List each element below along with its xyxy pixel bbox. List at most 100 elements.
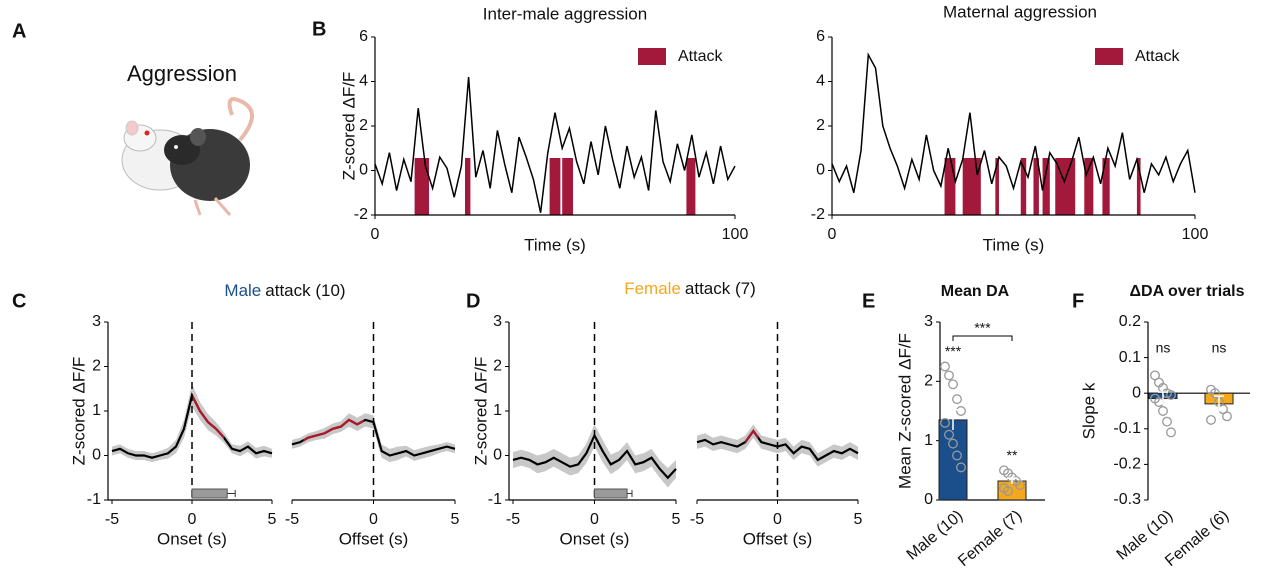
- x-tick-label: 5: [268, 511, 277, 528]
- legend-label: Attack: [1135, 48, 1180, 65]
- panel-letter: A: [12, 20, 26, 42]
- chart-title: Female attack (7): [624, 279, 756, 298]
- y-axis-label: Z-scored ΔF/F: [471, 357, 490, 466]
- attack-bout: [414, 158, 429, 215]
- x-tick-label: 100: [1182, 226, 1209, 243]
- x-tick-label: 0: [590, 511, 599, 528]
- panel-letter: D: [466, 290, 480, 312]
- data-point: [1210, 388, 1220, 399]
- y-tick-label: 0: [92, 447, 101, 464]
- illustration-label: Aggression: [127, 61, 237, 86]
- x-axis-label: Time (s): [524, 235, 586, 254]
- data-point: [940, 361, 950, 372]
- y-tick-label: 0: [359, 162, 368, 179]
- x-tick-label: 0: [371, 226, 380, 243]
- x-axis-label: Offset (s): [743, 529, 813, 548]
- sem-band: [513, 424, 676, 488]
- data-point: [944, 370, 954, 381]
- title-part: Female: [624, 279, 681, 298]
- panel-letter: B: [312, 18, 326, 40]
- attack-bout: [995, 158, 999, 215]
- x-tick-label: 5: [672, 511, 681, 528]
- duration-bar: [191, 488, 228, 499]
- title-part: attack (10): [265, 281, 345, 300]
- panel-letter: C: [12, 290, 26, 312]
- data-point: [1162, 416, 1172, 427]
- trace: [831, 52, 1196, 193]
- data-point: [1222, 411, 1232, 422]
- data-point: [948, 438, 958, 449]
- significance-label: ***: [974, 320, 991, 336]
- y-tick-label: 3: [924, 313, 933, 330]
- attack-bout: [1020, 158, 1027, 215]
- chart-title: Maternal aggression: [943, 2, 1097, 21]
- x-tick-label: 0: [828, 226, 837, 243]
- trace-highlight: [303, 418, 364, 442]
- chart-title: Male attack (10): [224, 281, 345, 300]
- y-tick-label: 3: [92, 313, 101, 330]
- legend-label: Attack: [678, 48, 723, 65]
- attack-bout: [962, 158, 981, 215]
- y-tick-label: -0.2: [1113, 456, 1141, 473]
- x-axis-label: Offset (s): [339, 529, 409, 548]
- significance-label: ***: [945, 343, 962, 359]
- y-tick-label: -2: [811, 206, 825, 223]
- attack-bout: [1042, 158, 1050, 215]
- y-tick-label: 6: [359, 28, 368, 45]
- y-tick-label: -0.1: [1113, 420, 1141, 437]
- significance-bracket: [952, 335, 1013, 341]
- y-tick-label: 4: [359, 73, 368, 90]
- legend-swatch: [638, 48, 666, 65]
- attack-bout: [1084, 158, 1094, 215]
- y-tick-label: -0.3: [1113, 491, 1141, 508]
- data-point: [1166, 427, 1176, 438]
- y-tick-label: 1: [924, 432, 933, 449]
- attack-bout: [562, 158, 573, 215]
- significance-label: ns: [1212, 340, 1227, 356]
- y-axis-label: Mean Z-scored ΔF/F: [895, 333, 914, 489]
- x-tick-label: 5: [451, 511, 460, 528]
- panel-title: Mean DA: [941, 283, 1010, 300]
- data-point: [1158, 406, 1168, 416]
- legend-swatch: [1095, 48, 1123, 65]
- y-tick-label: 2: [924, 373, 933, 390]
- significance-label: ns: [1156, 340, 1171, 356]
- y-tick-label: 3: [493, 313, 502, 330]
- y-axis-label: Slope k: [1079, 382, 1098, 439]
- x-tick-label: 5: [854, 511, 863, 528]
- y-tick-label: 2: [92, 358, 101, 375]
- x-tick-label: -5: [285, 511, 299, 528]
- y-axis-label: Z-scored ΔF/F: [339, 72, 358, 181]
- y-tick-label: 2: [493, 358, 502, 375]
- data-point: [1015, 480, 1025, 491]
- attack-bout: [465, 158, 471, 215]
- duration-bar: [594, 488, 628, 499]
- y-tick-label: -2: [354, 206, 368, 223]
- data-point: [940, 417, 950, 428]
- y-tick-label: 0.1: [1119, 349, 1141, 366]
- y-tick-label: 0: [924, 491, 933, 508]
- attack-bout: [1033, 158, 1039, 215]
- y-tick-label: 1: [92, 402, 101, 419]
- attack-bout: [1102, 158, 1110, 215]
- y-axis-label: Z-scored ΔF/F: [69, 357, 88, 466]
- y-tick-label: 0.2: [1119, 313, 1141, 330]
- trace: [374, 76, 736, 213]
- attack-bout: [686, 158, 696, 215]
- data-point: [952, 450, 962, 461]
- x-tick-label: -5: [105, 511, 119, 528]
- data-point: [1003, 486, 1013, 497]
- x-axis-label: Time (s): [983, 235, 1045, 254]
- data-point: [956, 406, 966, 416]
- x-tick-label: 100: [722, 226, 749, 243]
- y-tick-label: -1: [488, 491, 502, 508]
- y-tick-label: 6: [816, 28, 825, 45]
- panel-title: ΔDA over trials: [1130, 283, 1245, 300]
- y-tick-label: 2: [816, 117, 825, 134]
- y-tick-label: -1: [87, 491, 101, 508]
- x-axis-label: Onset (s): [560, 529, 630, 548]
- y-tick-label: 0: [1132, 384, 1141, 401]
- data-point: [948, 379, 958, 390]
- y-tick-label: 0: [493, 447, 502, 464]
